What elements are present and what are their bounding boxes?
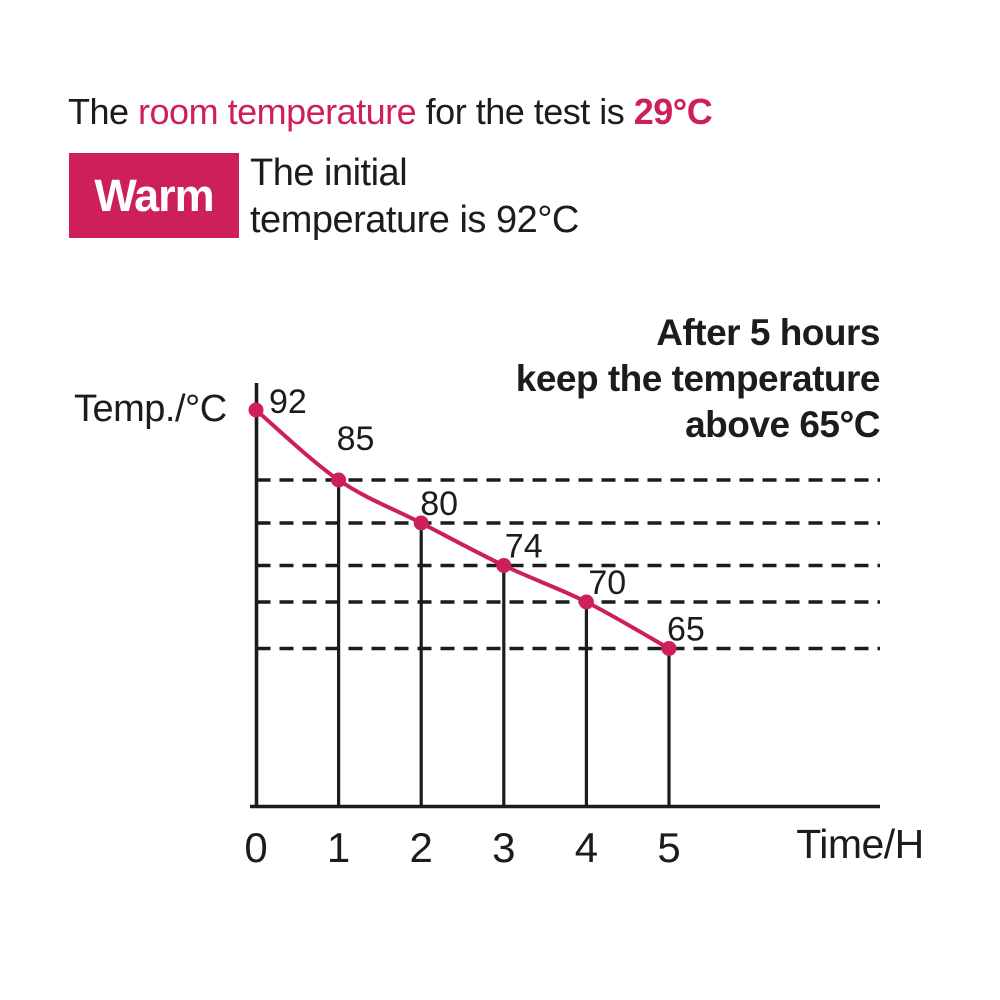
note-line1: After 5 hours [656,312,880,353]
warm-badge-label: Warm [94,169,214,221]
x-axis-title: Time/H [796,821,924,867]
headline-middle: for the test is [416,91,634,132]
data-point-70 [578,594,594,610]
point-label-74: 74 [505,528,543,566]
temperature-curve [254,408,671,651]
headline-prefix: The [68,91,139,132]
data-point-80 [413,515,429,531]
x-tick-5: 5 [657,824,680,871]
x-tick-0: 0 [244,824,267,871]
point-label-85: 85 [337,420,375,458]
data-points [248,402,677,656]
data-point-74 [496,558,512,573]
axes [250,383,880,809]
point-label-80: 80 [420,485,458,523]
initial-temp-line1: The initial [250,152,408,194]
initial-temp-text: The initial temperature is 92°C [250,150,579,244]
drop-lines [337,480,671,807]
data-point-65 [661,641,677,656]
headline-value: 29°C [633,91,713,132]
x-tick-3: 3 [492,824,515,871]
warm-badge: Warm [69,153,239,238]
headline-highlight: room temperature [138,91,417,132]
x-tick-labels: 0 1 2 3 4 5 [244,824,680,871]
data-point-92 [248,402,264,418]
note-line2: keep the temperature [515,358,881,399]
point-label-70: 70 [588,564,626,602]
x-tick-1: 1 [327,824,350,871]
point-label-92: 92 [269,383,307,421]
point-label-65: 65 [667,611,705,649]
note-line3: above 65°C [685,404,880,445]
initial-temp-line2: temperature is 92°C [250,199,579,241]
data-point-85 [331,472,347,488]
y-axis-label: Temp./°C [74,388,227,430]
x-tick-2: 2 [410,824,433,871]
after-5-hours-note: After 5 hours keep the temperature above… [515,310,881,448]
dashed-gridlines [256,478,880,651]
room-temp-headline: The room temperature for the test is 29°… [68,90,713,134]
x-tick-4: 4 [575,824,598,871]
point-labels: 92 85 80 74 70 65 [269,383,705,649]
